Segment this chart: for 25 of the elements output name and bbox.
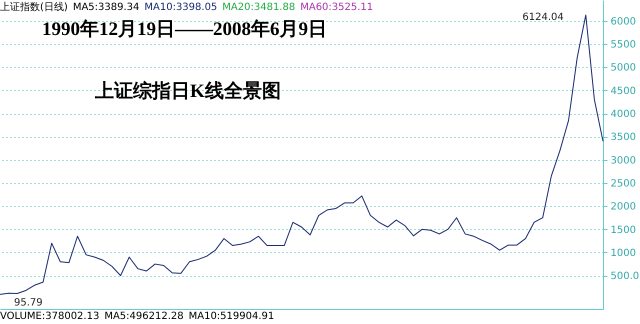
y-tick-label: 4500	[610, 86, 636, 97]
y-tick-label: 2500	[610, 178, 636, 190]
text: MA5:496212.28	[104, 311, 184, 322]
annotation: 6124.04	[522, 12, 564, 24]
y-tick-label: 6000	[610, 16, 636, 28]
y-tick-label: 5500	[610, 40, 636, 51]
y-tick-label: 2000	[610, 202, 636, 213]
y-tick-label: 500.0	[610, 271, 640, 282]
line-series	[0, 14, 604, 295]
annotation: MA20:3481.88	[222, 2, 296, 13]
text: VOLUME:378002.13	[0, 311, 100, 322]
y-tick-label: 3500	[610, 132, 636, 144]
y-tick-label: 3000	[610, 155, 636, 166]
annotation: MA10:3398.05	[144, 2, 218, 13]
y-tick-label: 4000	[610, 109, 636, 120]
y-tick-label: 5000	[610, 62, 636, 74]
text: 1990年12月19日——2008年6月9日	[42, 18, 327, 42]
annotation: 上证指数(日线)	[0, 2, 68, 13]
text: 上证综指日K线全景图	[95, 80, 281, 104]
text: MA10:519904.91	[188, 311, 274, 322]
y-tick-label: 1000	[610, 248, 636, 259]
annotation: MA5:3389.34	[72, 2, 140, 13]
annotation: MA60:3525.11	[300, 2, 374, 13]
annotation: 95.79	[14, 297, 43, 308]
y-tick-label: 1500	[610, 224, 636, 236]
